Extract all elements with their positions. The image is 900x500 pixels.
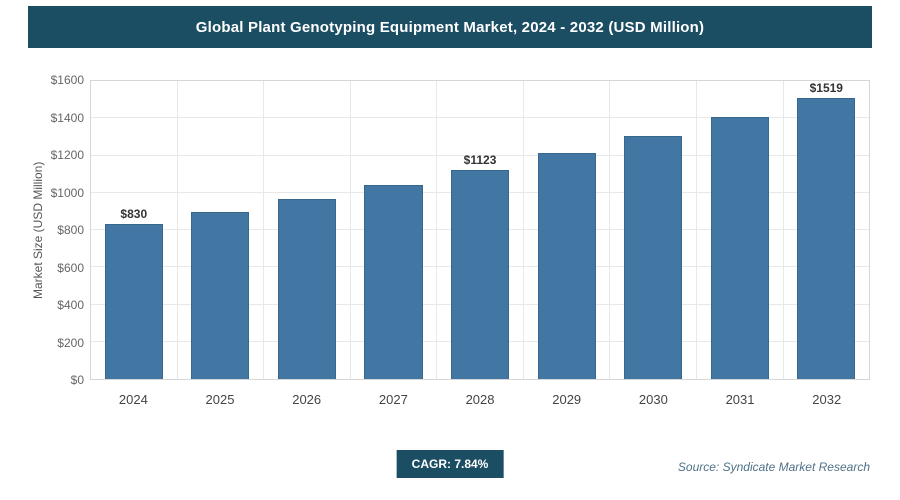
category-cell: $830 (91, 81, 178, 379)
x-tick-label: 2030 (638, 392, 668, 407)
bar (191, 212, 250, 379)
bar (450, 169, 510, 379)
chart-title-banner: Global Plant Genotyping Equipment Market… (28, 6, 872, 48)
y-tick-label: $0 (70, 373, 84, 387)
y-tick-label: $1200 (50, 148, 84, 162)
y-tick-label: $400 (57, 298, 84, 312)
x-tick-label: 2024 (118, 392, 148, 407)
x-tick-label: 2032 (812, 392, 842, 407)
bar-value-label: $1123 (463, 152, 497, 167)
y-tick-label: $800 (57, 223, 84, 237)
category-cell: $1519 (784, 81, 870, 379)
bar (364, 185, 423, 379)
source-text: Source: Syndicate Market Research (677, 460, 870, 474)
category-cell (697, 81, 784, 379)
category-cell: $1123 (437, 81, 524, 379)
bar-value-label: $1519 (809, 81, 843, 95)
y-axis-ticks: $0 $200 $400 $600 $800 $1000 $1200 $1400 $1600 (44, 73, 86, 387)
bar-value-label: $830 (120, 207, 148, 222)
category-cell (264, 81, 351, 379)
y-tick-label: $1000 (50, 185, 84, 200)
x-axis-labels: 2024 2025 2026 2027 2028 2029 2030 2031 2032 (90, 386, 870, 407)
y-tick-label: $200 (57, 335, 84, 350)
x-tick-label: 2031 (725, 392, 755, 407)
bar (624, 135, 683, 379)
category-cell (524, 81, 611, 379)
category-cell (351, 81, 438, 379)
gridline (91, 117, 869, 119)
bar-chart: Market Size (USD Million) $0 $200 $400 $600… (30, 73, 870, 425)
plot-area: $830 $1123 $1519 (90, 80, 870, 380)
x-tick-label: 2029 (552, 392, 582, 407)
category-cell (178, 81, 265, 379)
bar (277, 199, 336, 379)
y-tick-label: $1600 (50, 73, 84, 87)
x-tick-label: 2027 (378, 392, 408, 407)
bar (104, 224, 163, 379)
y-tick-label: $600 (57, 260, 84, 275)
x-tick-label: 2028 (465, 392, 495, 407)
gridline (91, 154, 869, 156)
x-tick-label: 2025 (205, 392, 235, 407)
chart-title: Global Plant Genotyping Equipment Market… (195, 18, 705, 36)
y-tick-label: $1400 (50, 110, 84, 125)
bar (537, 153, 596, 379)
x-tick-label: 2026 (292, 392, 322, 407)
category-cell (610, 81, 697, 379)
bar (710, 116, 769, 379)
cagr-badge: CAGR: 7.84% (396, 450, 504, 478)
bar (797, 98, 856, 379)
